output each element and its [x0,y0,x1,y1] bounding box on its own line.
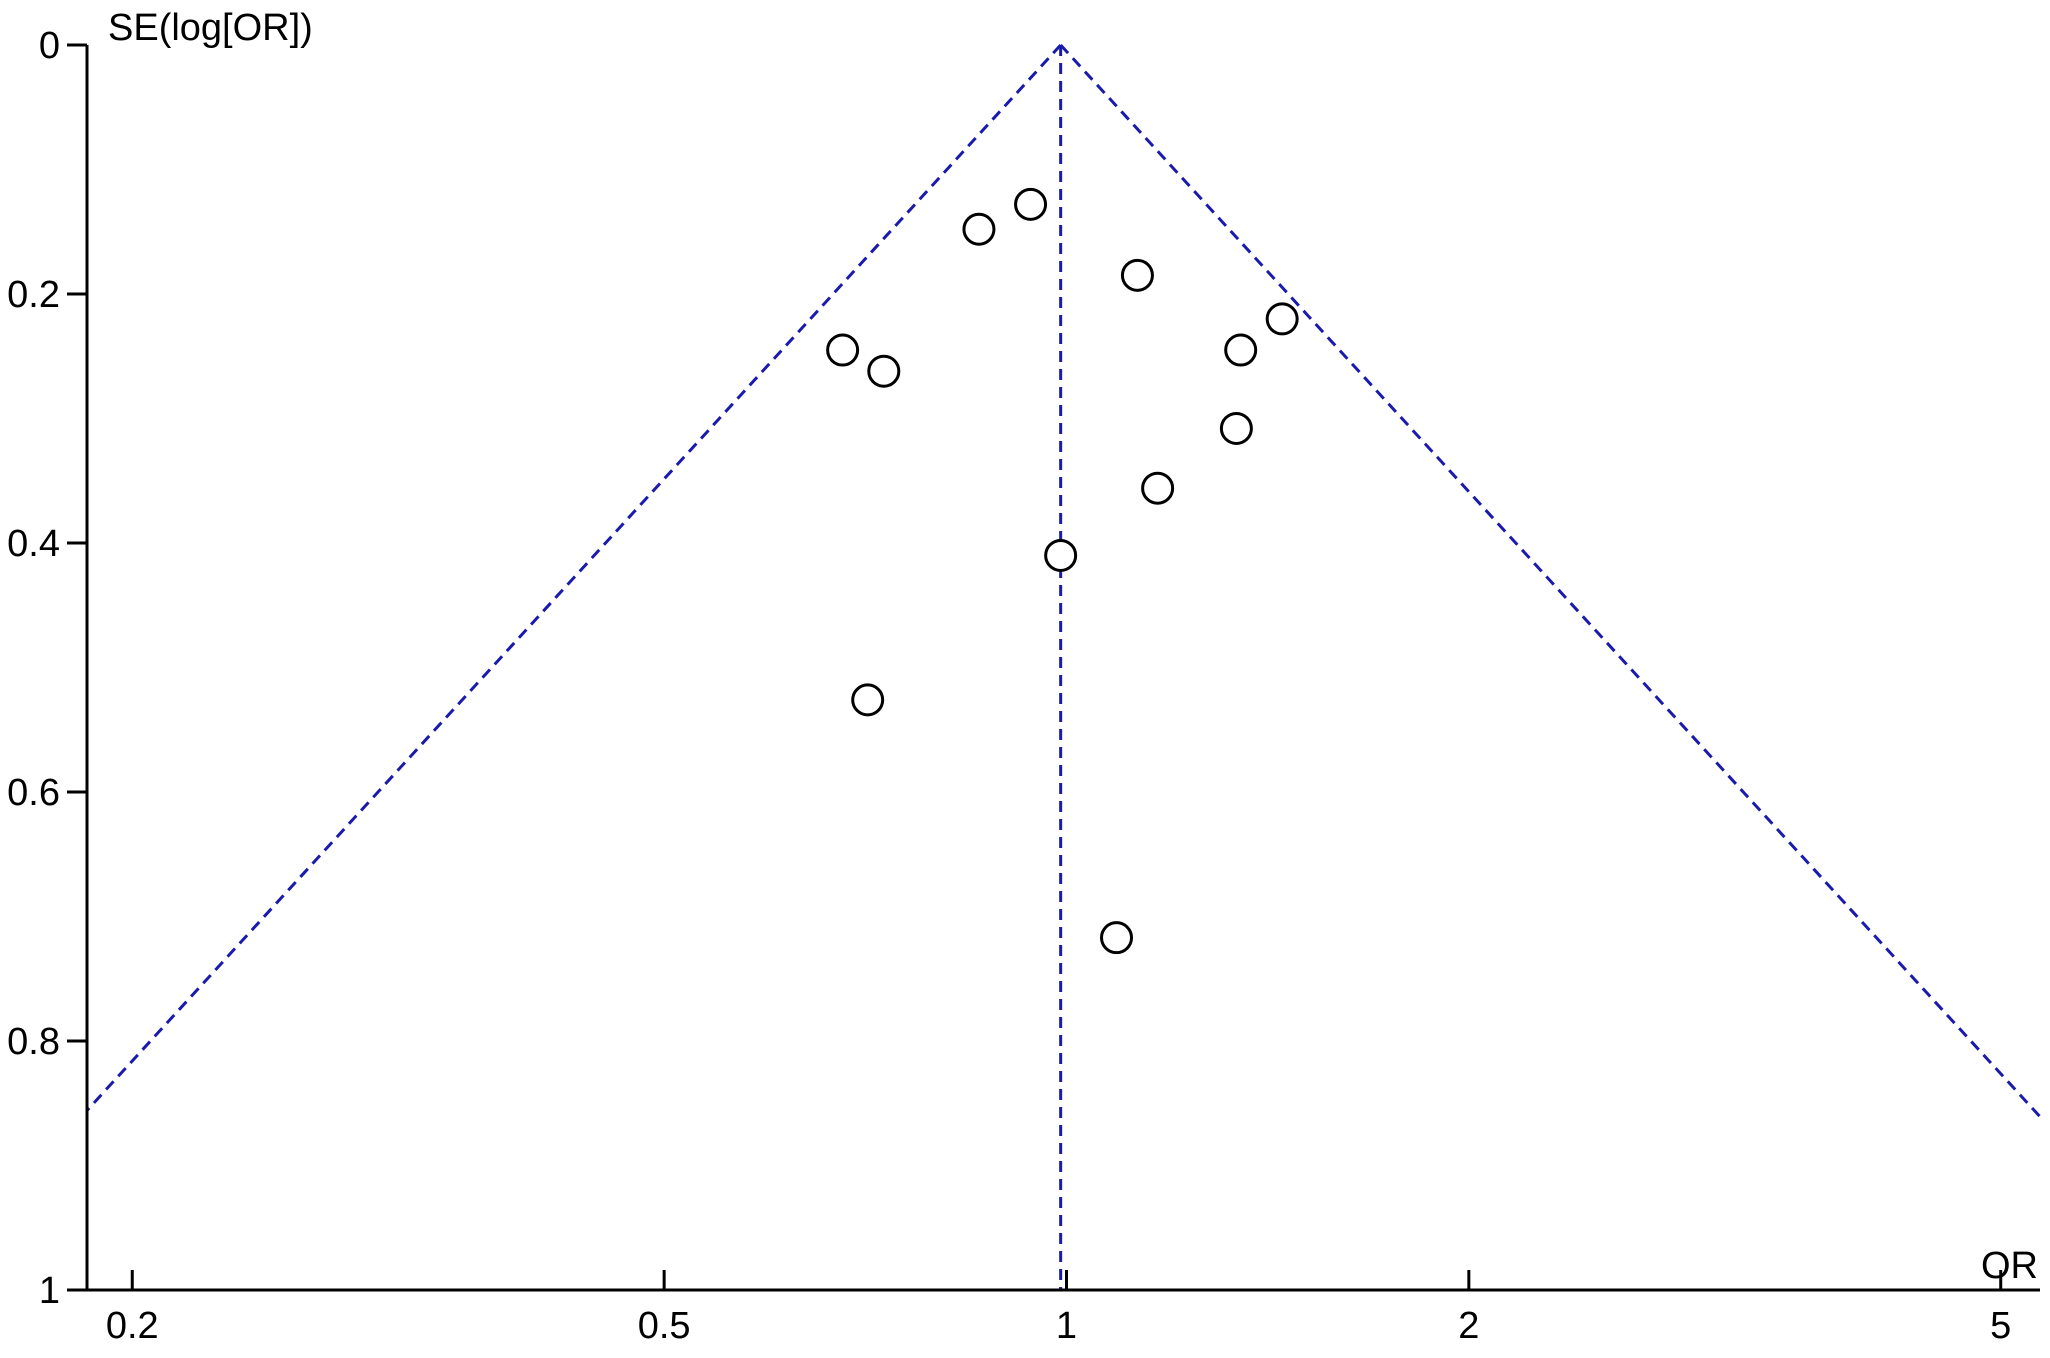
data-points [826,187,1299,955]
funnel-left-boundary [85,43,1062,1112]
study-point [1120,258,1154,292]
study-point [1044,538,1078,572]
y-axis-ticks: 0 0.2 0.4 0.6 0.8 1 [7,25,87,1312]
y-tick-label: 0.4 [7,523,60,565]
study-point [1265,302,1299,336]
study-point [851,683,885,717]
funnel-right-boundary [1059,43,2042,1118]
study-point [1100,921,1134,955]
study-point [867,354,901,388]
funnel-lines [85,43,2042,1290]
study-point [1224,333,1258,367]
axes [85,45,2040,1292]
study-point [1141,471,1175,505]
y-axis-title: SE(log[OR]) [108,7,313,49]
x-tick-label: 0.5 [638,1305,691,1347]
y-tick-label: 1 [39,1270,60,1312]
study-point [1219,411,1253,445]
study-point [1014,187,1048,221]
y-tick-label: 0.6 [7,772,60,814]
x-tick-label: 2 [1458,1305,1479,1347]
x-tick-label: 1 [1056,1305,1077,1347]
x-axis-ticks: 0.2 0.5 1 2 5 [106,1270,2011,1347]
y-tick-label: 0.8 [7,1021,60,1063]
y-tick-label: 0.2 [7,274,60,316]
study-point [826,333,860,367]
x-tick-label: 5 [1990,1305,2011,1347]
study-point [962,212,996,246]
x-axis-title: OR [1981,1245,2038,1287]
y-tick-label: 0 [39,25,60,67]
x-tick-label: 0.2 [106,1305,159,1347]
